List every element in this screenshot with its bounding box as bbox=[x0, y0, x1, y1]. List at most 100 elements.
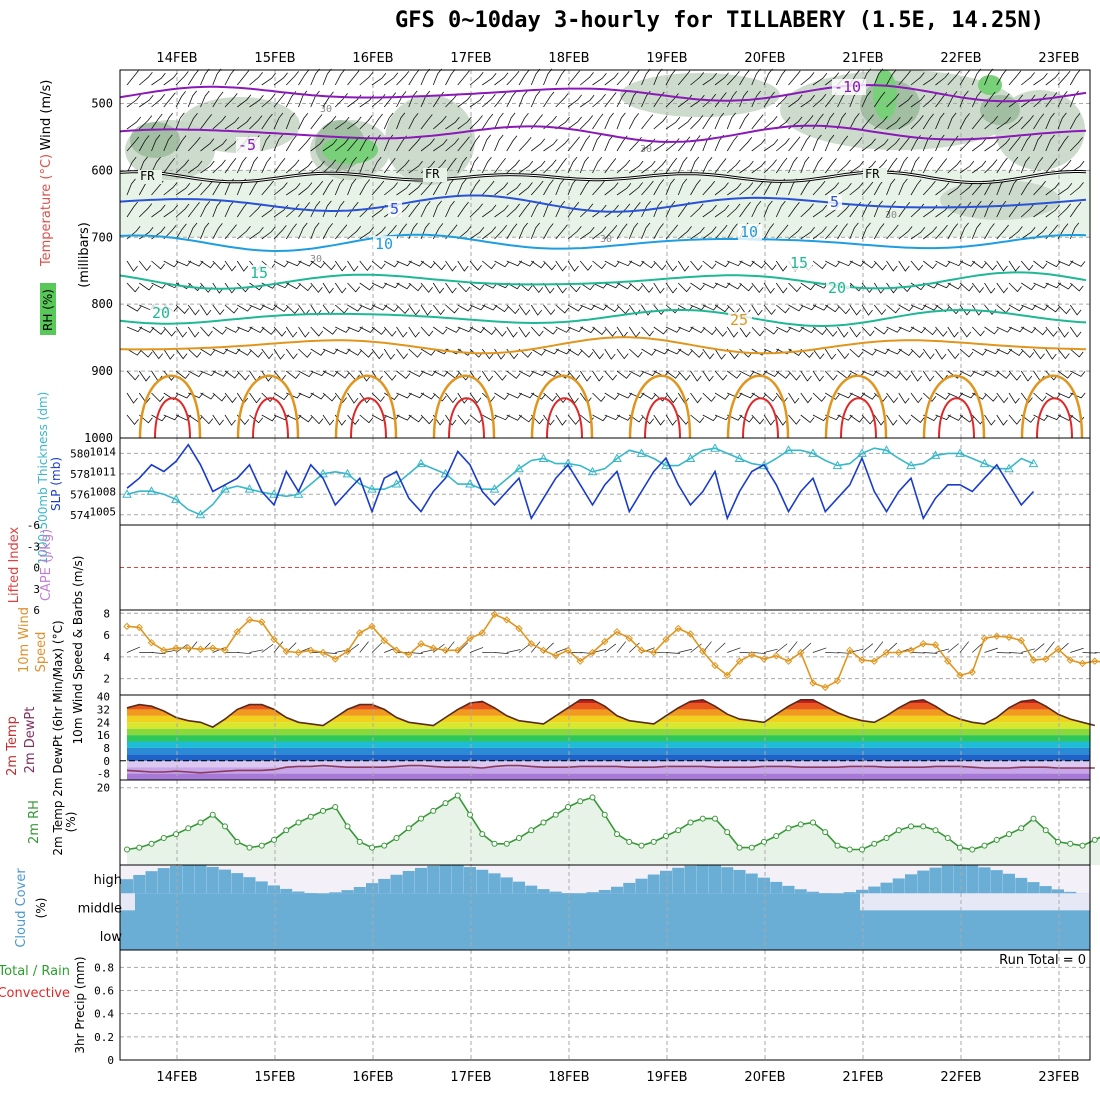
chart-title: GFS 0~10day 3-hourly for TILLABERY (1.5E… bbox=[395, 8, 1045, 33]
wind-barb bbox=[922, 113, 934, 130]
wind-barb bbox=[910, 72, 925, 86]
wind-barb bbox=[187, 326, 200, 338]
wind-barb bbox=[212, 414, 224, 426]
wind-barb bbox=[408, 304, 421, 316]
wind-barb bbox=[898, 116, 913, 130]
wind-barb bbox=[1069, 201, 1082, 218]
thickness-line-point bbox=[612, 453, 622, 462]
temp-tick: 32 bbox=[97, 703, 110, 716]
wind-tick: 4 bbox=[103, 651, 110, 664]
wind-barb bbox=[763, 223, 775, 240]
wind-barb bbox=[1008, 392, 1020, 404]
cloud-high-cell bbox=[598, 889, 611, 894]
wind-speed-line-point bbox=[674, 624, 682, 633]
hot-contour bbox=[840, 397, 877, 439]
wind-barb bbox=[494, 92, 507, 108]
wind-barb bbox=[359, 370, 371, 382]
wind-barb bbox=[910, 115, 924, 130]
wind-barb bbox=[579, 72, 594, 86]
wind-barb bbox=[971, 222, 982, 240]
wind-barb bbox=[788, 201, 800, 218]
wind-barb bbox=[139, 282, 154, 291]
contour-label-bg bbox=[788, 255, 812, 271]
wind-barb bbox=[567, 348, 583, 356]
wind-barb bbox=[665, 178, 675, 196]
wind-barb bbox=[935, 326, 948, 337]
wind-barb bbox=[286, 282, 302, 290]
cloud-high-cell bbox=[255, 881, 268, 894]
rh2m-line-point bbox=[283, 827, 290, 834]
wind-barb bbox=[959, 282, 974, 292]
wind-barb bbox=[347, 116, 362, 130]
wind-barb bbox=[653, 179, 664, 196]
wind-barb bbox=[1057, 159, 1072, 174]
surface-wind-barb bbox=[935, 648, 950, 653]
warm-contour bbox=[726, 374, 790, 439]
wind-barb bbox=[726, 203, 741, 218]
wind-barb bbox=[371, 260, 386, 270]
wind-barb bbox=[922, 348, 935, 360]
wind-barb bbox=[628, 282, 643, 292]
wind-barb bbox=[347, 326, 363, 333]
wind-barb bbox=[604, 282, 621, 289]
wind-barb bbox=[175, 112, 185, 130]
wind-barb bbox=[322, 138, 338, 152]
pressure-tick: 900 bbox=[91, 364, 113, 378]
contour-label-bg bbox=[738, 224, 762, 240]
rh2m-line-point bbox=[748, 844, 755, 851]
wind-barb bbox=[714, 370, 728, 381]
cloud-high-cell bbox=[929, 867, 942, 894]
wind-barb bbox=[824, 158, 837, 174]
wind-barb bbox=[714, 392, 730, 400]
wind-barb bbox=[188, 182, 203, 196]
wind-barb bbox=[249, 115, 263, 130]
wind-barb bbox=[236, 226, 251, 240]
wind-barb bbox=[1045, 282, 1062, 289]
cloud-high-cell bbox=[145, 871, 158, 894]
wind-barb bbox=[972, 160, 987, 174]
cloud-row-label: low bbox=[100, 930, 123, 945]
wind-barb bbox=[273, 112, 284, 130]
wind-barb bbox=[371, 414, 387, 422]
wind-barb bbox=[1008, 136, 1021, 152]
wind-barb bbox=[126, 260, 138, 272]
wind-barb bbox=[567, 326, 584, 333]
wind-barb bbox=[138, 370, 151, 382]
temp-tick: 40 bbox=[97, 691, 110, 704]
cloud-row-label: middle bbox=[78, 902, 122, 917]
wind-barb bbox=[224, 370, 240, 379]
thickness-line-point bbox=[122, 489, 132, 498]
wind-barb bbox=[518, 160, 534, 174]
wind-barb bbox=[580, 326, 596, 334]
wind-barb bbox=[592, 392, 606, 402]
wind-barb bbox=[261, 226, 276, 240]
wind-barb bbox=[457, 392, 469, 404]
wind-barb bbox=[261, 414, 277, 422]
wind-barb bbox=[151, 348, 164, 360]
rh2m-line-point bbox=[491, 840, 498, 847]
date-label-bottom: 18FEB bbox=[548, 1070, 589, 1085]
rh2m-line-point bbox=[944, 834, 951, 841]
wind-barb bbox=[494, 260, 510, 268]
wind-barb bbox=[518, 69, 530, 86]
wind-barb bbox=[469, 72, 484, 86]
wind-barb bbox=[1020, 348, 1035, 359]
wind-barb bbox=[530, 180, 544, 196]
rh2m-line-point bbox=[295, 819, 302, 826]
rh-legend-swatch bbox=[40, 283, 56, 335]
pressure-tick: 800 bbox=[91, 297, 113, 311]
surface-wind-barb bbox=[249, 649, 264, 653]
wind-barb bbox=[861, 114, 874, 130]
wind-barb bbox=[837, 159, 851, 174]
wind-barb bbox=[726, 91, 737, 108]
wind-barb bbox=[604, 304, 620, 313]
temp-line bbox=[126, 698, 1096, 728]
wind-speed-line-point bbox=[686, 630, 695, 638]
wind-speed-line-point bbox=[123, 622, 131, 631]
surface-wind-barb bbox=[518, 643, 531, 653]
wind-barb bbox=[947, 370, 962, 379]
wind-barb bbox=[371, 392, 385, 403]
wind-barb bbox=[751, 414, 765, 425]
wind-barb bbox=[298, 136, 311, 152]
wind-barb bbox=[359, 115, 373, 130]
